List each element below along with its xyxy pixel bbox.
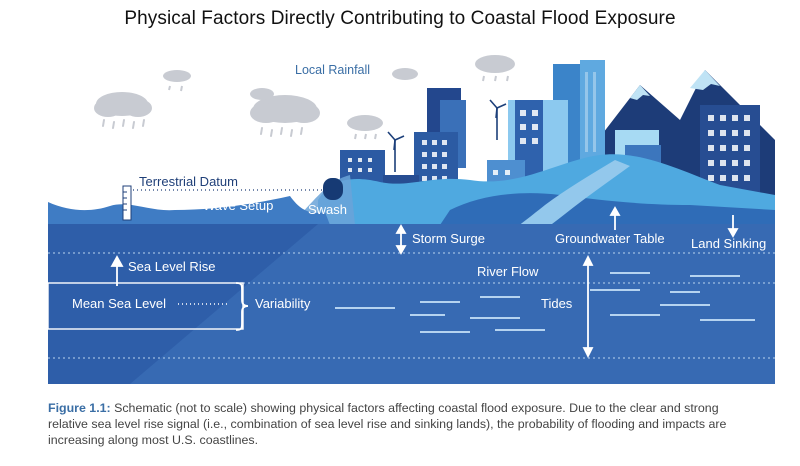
rain-cloud-icon bbox=[250, 88, 320, 123]
datum-gauge-ticks bbox=[123, 191, 127, 211]
diagram-title: Physical Factors Directly Contributing t… bbox=[124, 8, 676, 29]
figure-label: Figure 1.1: bbox=[48, 401, 111, 415]
land-sinking-arrow-icon bbox=[727, 215, 739, 238]
storm-surge-arrow-icon bbox=[395, 224, 407, 255]
small-cloud-icon bbox=[163, 70, 191, 92]
caption-text: Schematic (not to scale) showing physica… bbox=[48, 401, 727, 447]
trees-shape bbox=[323, 178, 343, 200]
groundwater-table-label: Groundwater Table bbox=[555, 231, 665, 246]
variability-label: Variability bbox=[255, 296, 311, 311]
tides-arrow-icon bbox=[582, 254, 594, 359]
datum-gauge-icon bbox=[122, 185, 132, 221]
tides-label: Tides bbox=[541, 296, 573, 311]
mountain-snowcap-shape bbox=[630, 85, 650, 100]
swash-label: Swash bbox=[308, 202, 347, 217]
wave-setup-label: Wave Setup bbox=[203, 198, 273, 213]
land-hills-shape bbox=[440, 193, 775, 225]
mean-sea-level-label: Mean Sea Level bbox=[72, 296, 166, 311]
sea-level-rise-arrow-icon bbox=[110, 255, 124, 286]
rain-drops-icon bbox=[102, 119, 145, 129]
groundwater-arrow-icon bbox=[609, 206, 621, 230]
wave-dashes bbox=[335, 272, 755, 333]
building-windows bbox=[348, 72, 750, 202]
land-sinking-label: Land Sinking bbox=[691, 236, 766, 251]
sea-surface-shape bbox=[48, 196, 330, 225]
wind-turbine-icon bbox=[387, 131, 405, 172]
rain-cloud-icon bbox=[347, 115, 383, 140]
river-flow-label: River Flow bbox=[477, 264, 539, 279]
figure-caption: Figure 1.1: Schematic (not to scale) sho… bbox=[48, 400, 753, 448]
sea-level-rise-label: Sea Level Rise bbox=[128, 259, 215, 274]
small-cloud-icon bbox=[392, 68, 418, 80]
variability-brace-shape bbox=[235, 282, 249, 331]
wind-turbine-icon bbox=[489, 99, 507, 140]
rain-cloud-icon bbox=[475, 55, 515, 82]
terrestrial-datum-label: Terrestrial Datum bbox=[139, 174, 238, 189]
mean-sea-level-box bbox=[47, 282, 244, 330]
storm-surge-label: Storm Surge bbox=[412, 231, 485, 246]
rain-drops-icon bbox=[260, 127, 303, 137]
land-underwater-shape bbox=[130, 224, 775, 384]
rain-cloud-icon bbox=[94, 92, 152, 117]
mountain-snowcap-shape bbox=[690, 70, 720, 90]
local-rainfall-label: Local Rainfall bbox=[295, 63, 370, 77]
